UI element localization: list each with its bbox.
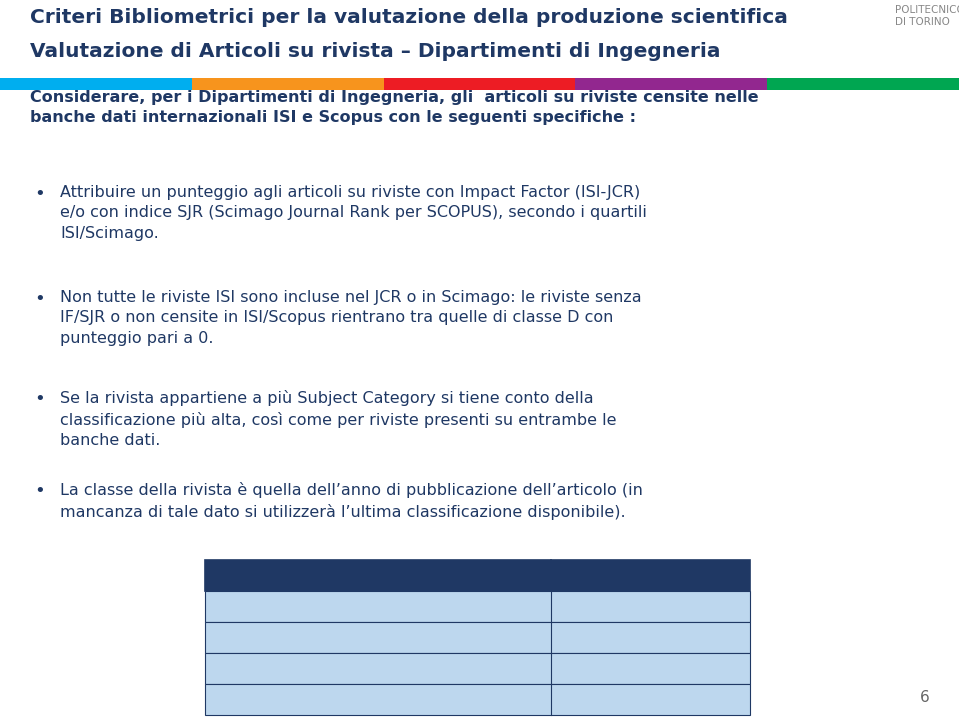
Text: •: • — [35, 390, 45, 408]
Text: Classe Prodotto: Classe Prodotto — [311, 568, 446, 583]
Text: Se la rivista appartiene a più Subject Category si tiene conto della
classificaz: Se la rivista appartiene a più Subject C… — [60, 390, 617, 449]
Text: C(3° quartile): C(3° quartile) — [320, 661, 436, 676]
Bar — [205, 653, 750, 684]
Text: 1: 1 — [645, 599, 656, 614]
Text: •: • — [35, 482, 45, 500]
Text: Valutazione di Articoli su rivista – Dipartimenti di Ingegneria: Valutazione di Articoli su rivista – Dip… — [30, 42, 720, 61]
Text: Attribuire un punteggio agli articoli su riviste con Impact Factor (ISI-JCR)
e/o: Attribuire un punteggio agli articoli su… — [60, 185, 647, 241]
Text: 0,8: 0,8 — [637, 630, 664, 645]
Bar — [384, 78, 575, 90]
Bar — [205, 591, 750, 622]
Text: A (1° quartile): A (1° quartile) — [317, 599, 439, 614]
Text: •: • — [35, 290, 45, 308]
Bar — [0, 78, 192, 90]
Text: D(4° quartile o riviste non censite): D(4° quartile o riviste non censite) — [229, 692, 526, 707]
Text: 0: 0 — [645, 692, 656, 707]
Bar — [192, 78, 384, 90]
Text: B(2° quartile): B(2° quartile) — [319, 630, 436, 645]
Bar — [205, 684, 750, 715]
Text: Non tutte le riviste ISI sono incluse nel JCR o in Scimago: le riviste senza
IF/: Non tutte le riviste ISI sono incluse ne… — [60, 290, 642, 346]
Text: Considerare, per i Dipartimenti di Ingegneria, gli  articoli su riviste censite : Considerare, per i Dipartimenti di Ingeg… — [30, 90, 759, 125]
Text: POLITECNICO
DI TORINO: POLITECNICO DI TORINO — [895, 5, 959, 28]
Bar — [205, 560, 750, 591]
Bar — [205, 622, 750, 653]
Text: Punteggio: Punteggio — [607, 568, 694, 583]
Text: •: • — [35, 185, 45, 203]
Text: 6: 6 — [921, 690, 930, 705]
Bar — [575, 78, 767, 90]
Text: La classe della rivista è quella dell’anno di pubblicazione dell’articolo (in
ma: La classe della rivista è quella dell’an… — [60, 482, 643, 520]
Text: 0,5: 0,5 — [637, 661, 664, 676]
Text: Criteri Bibliometrici per la valutazione della produzione scientifica: Criteri Bibliometrici per la valutazione… — [30, 8, 788, 27]
Bar — [767, 78, 959, 90]
